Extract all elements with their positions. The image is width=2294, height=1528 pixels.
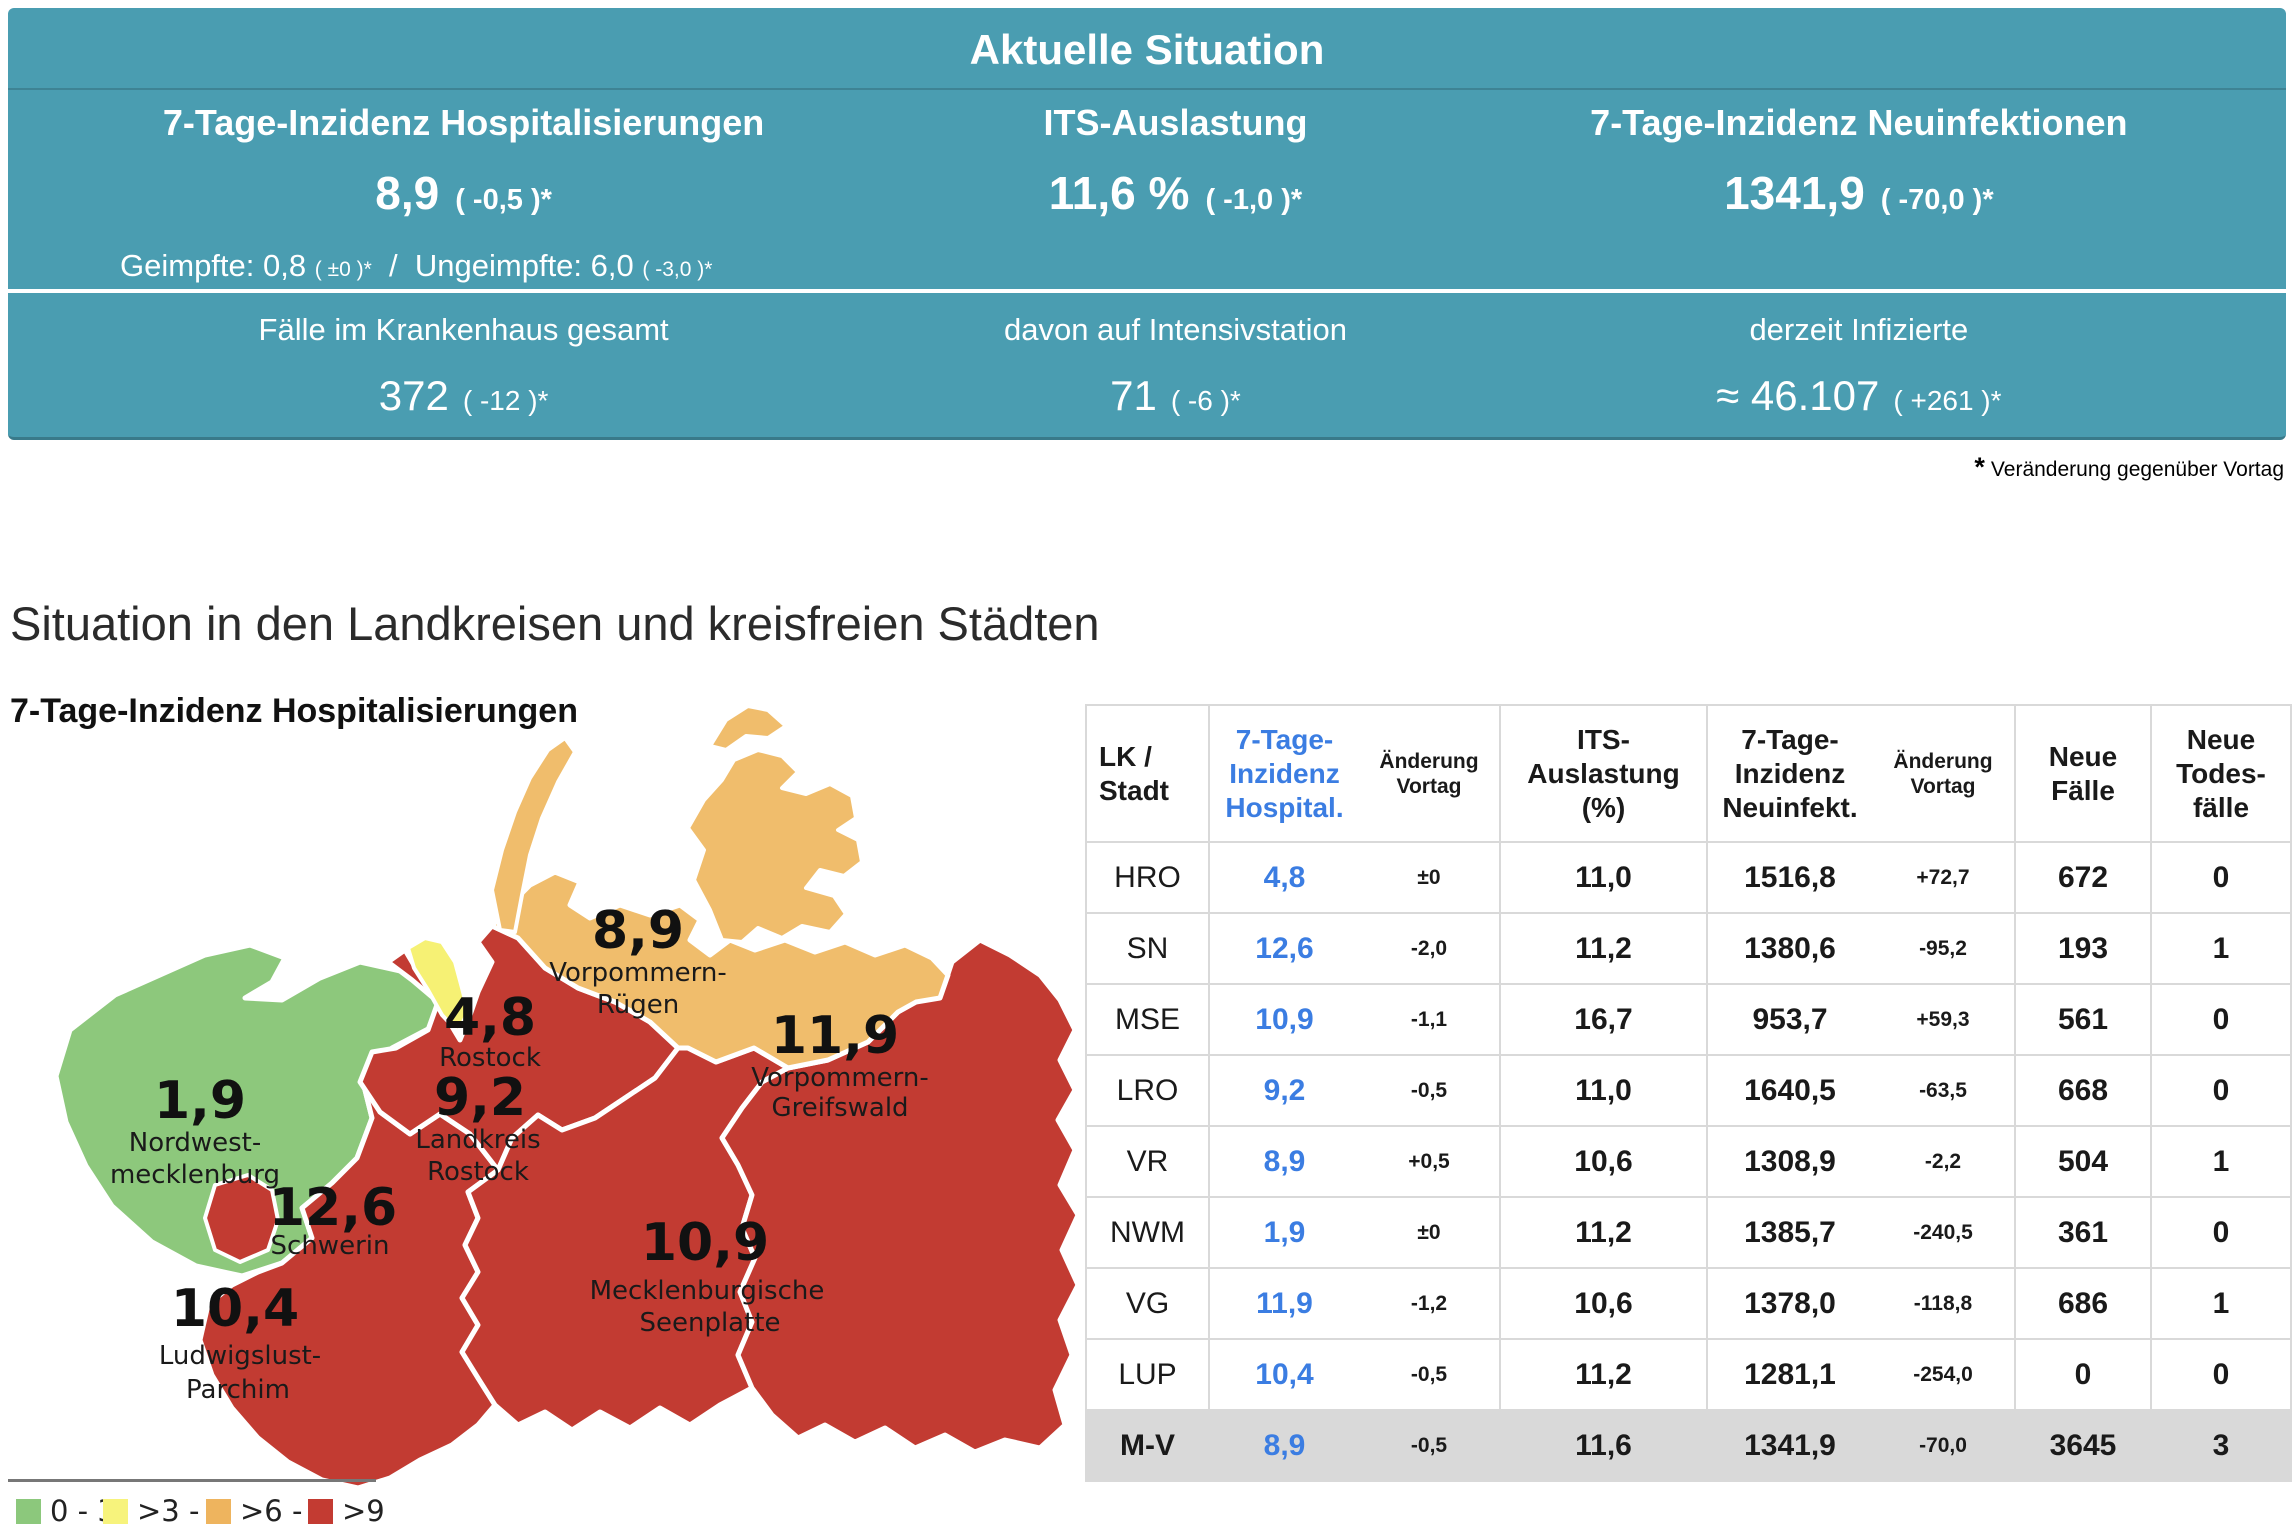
metric-change: ( -12 )* (462, 385, 549, 416)
map-island-ruegen (686, 748, 864, 944)
table-row: LRO 9,2 -0,5 11,0 1640,5 -63,5 668 0 (1086, 1055, 2291, 1126)
label-currently-infected: derzeit Infizierte (1749, 312, 1969, 347)
svg-text:Parchim: Parchim (186, 1375, 290, 1405)
svg-text:mecklenburg: mecklenburg (110, 1160, 280, 1190)
col-header-infection-incidence: 7-Tage- Inzidenz Neuinfekt. (1722, 723, 1858, 823)
table-row: SN 12,6 -2,0 11,2 1380,6 -95,2 193 1 (1086, 913, 2291, 984)
col-header-hospital-change: Änderung Vortag (1359, 705, 1501, 842)
metric-change: ( -1,0 )* (1205, 184, 1303, 216)
table-header-row: LK / Stadt 7-Tage- Inzidenz Hospital. Änder… (1086, 705, 2291, 842)
banner-secondary-values: 372( -12 )* 71( -6 )* ≈ 46.107( +261 )* (8, 372, 2286, 420)
legend-item-gt9: >9 (308, 1494, 385, 1528)
col-header-icu-load: ITS- Auslastung (%) (1500, 705, 1708, 842)
metric-value-icu: 11,6 %( -1,0 )* (1048, 167, 1303, 219)
map-label-nordwestmecklenburg: 1,9 Nordwest- mecklenburg (110, 1071, 280, 1190)
map-region-vorpommern-greifswald (719, 937, 1081, 1455)
banner-divider (8, 289, 2286, 293)
svg-text:Landkreis: Landkreis (415, 1125, 540, 1155)
table-row: LUP 10,4 -0,5 11,2 1281,1 -254,0 0 0 (1086, 1339, 2291, 1410)
table-row: VR 8,9 +0,5 10,6 1308,9 -2,2 504 1 (1086, 1126, 2291, 1197)
svg-text:9,2: 9,2 (434, 1068, 526, 1128)
svg-text:Greifswald: Greifswald (771, 1093, 908, 1123)
col-header-hospital-incidence: 7-Tage- Inzidenz Hospital. (1225, 723, 1344, 823)
mv-district-map: 1,9 Nordwest- mecklenburg 4,8 Rostock 8,… (53, 704, 1081, 1490)
svg-text:Rügen: Rügen (597, 990, 679, 1020)
svg-text:12,6: 12,6 (269, 1178, 397, 1238)
col-header-infection-change: Änderung Vortag (1872, 705, 2016, 842)
table-row: HRO 4,8 ±0 11,0 1516,8 +72,7 672 0 (1086, 842, 2291, 913)
svg-text:Nordwest-: Nordwest- (129, 1128, 261, 1158)
map-label-ludwigslust-parchim: 10,4 Ludwigslust- Parchim (159, 1279, 321, 1405)
svg-text:Vorpommern-: Vorpommern- (751, 1063, 929, 1093)
legend-swatch-yellow (103, 1498, 128, 1524)
map-label-landkreis-rostock: 9,2 Landkreis Rostock (415, 1068, 540, 1187)
footnote-asterisk: * (1974, 452, 1985, 482)
metric-change: ( -6 )* (1170, 385, 1241, 416)
section-title: Situation in den Landkreisen und kreisfr… (10, 597, 1100, 650)
table-row: NWM 1,9 ±0 11,2 1385,7 -240,5 361 0 (1086, 1197, 2291, 1268)
label-hospital-total: Fälle im Krankenhaus gesamt (258, 312, 669, 347)
map-label-vorpommern-ruegen: 8,9 Vorpommern- Rügen (549, 901, 727, 1020)
metric-change: ( -70,0 )* (1880, 184, 1994, 216)
current-situation-banner: Aktuelle Situation 7-Tage-Inzidenz Hospi… (8, 8, 2286, 440)
svg-text:4,8: 4,8 (444, 988, 536, 1048)
metric-change: ( -0,5 )* (455, 184, 552, 216)
metric-change: ( +261 )* (1893, 385, 2002, 416)
value-currently-infected: ≈ 46.107( +261 )* (1716, 372, 2002, 419)
svg-text:Schwerin: Schwerin (271, 1231, 390, 1261)
metric-header-new-infections: 7-Tage-Inzidenz Neuinfektionen (1590, 102, 2128, 143)
footnote: * Veränderung gegenüber Vortag (1974, 452, 2284, 482)
svg-text:Vorpommern-: Vorpommern- (549, 958, 727, 988)
svg-text:10,4: 10,4 (171, 1279, 299, 1339)
label-icu-cases: davon auf Intensivstation (1003, 312, 1347, 347)
map-label-mecklenburgische-seenplatte: 10,9 Mecklenburgische Seenplatte (590, 1213, 825, 1338)
svg-text:11,9: 11,9 (771, 1006, 899, 1066)
svg-text:Ludwigslust-: Ludwigslust- (159, 1341, 321, 1371)
value-icu-cases: 71( -6 )* (1110, 372, 1241, 419)
banner-secondary-labels: Fälle im Krankenhaus gesamt davon auf In… (8, 312, 2286, 348)
value-hospital-total: 372( -12 )* (378, 372, 549, 419)
vaccinated-unvaccinated-line: Geimpfte: 0,8 ( ±0 )* / Ungeimpfte: 6,0 … (120, 248, 713, 283)
col-header-lk-stadt: LK / Stadt (1086, 705, 1210, 842)
banner-metric-headers: 7-Tage-Inzidenz Hospitalisierungen ITS-A… (8, 102, 2286, 144)
map-label-rostock-city: 4,8 Rostock (439, 988, 541, 1073)
col-header-new-deaths: Neue Todes-fälle (2176, 723, 2266, 823)
map-peninsula-zingst (708, 704, 788, 752)
metric-value-hospitalization: 8,9( -0,5 )* (375, 167, 552, 219)
map-region-vorpommern-ruegen (489, 869, 951, 1071)
svg-text:10,9: 10,9 (641, 1213, 769, 1273)
metric-header-hospitalization: 7-Tage-Inzidenz Hospitalisierungen (162, 102, 765, 143)
legend-swatch-green (16, 1498, 41, 1524)
svg-text:8,9: 8,9 (592, 901, 684, 961)
map-title: 7-Tage-Inzidenz Hospitalisierungen (10, 692, 578, 730)
legend-swatch-red (308, 1498, 333, 1524)
table-row: MSE 10,9 -1,1 16,7 953,7 +59,3 561 0 (1086, 984, 2291, 1055)
banner-title: Aktuelle Situation (8, 8, 2286, 90)
district-table: LK / Stadt 7-Tage- Inzidenz Hospital. Änder… (1085, 704, 2292, 1482)
legend-item-0-3: 0 - 3 (16, 1494, 116, 1528)
svg-text:1,9: 1,9 (154, 1071, 246, 1131)
map-region-schwerin (203, 1173, 280, 1264)
table-row: VG 11,9 -1,2 10,6 1378,0 -118,8 686 1 (1086, 1268, 2291, 1339)
svg-text:Rostock: Rostock (439, 1043, 541, 1073)
svg-text:Rostock: Rostock (427, 1157, 529, 1187)
banner-metric-values: 8,9( -0,5 )* 11,6 %( -1,0 )* 1341,9( -70… (8, 166, 2286, 220)
svg-text:Mecklenburgische: Mecklenburgische (590, 1276, 825, 1306)
metric-header-icu: ITS-Auslastung (1043, 102, 1308, 143)
map-label-schwerin: 12,6 Schwerin (269, 1178, 397, 1261)
table-total-row: M-V 8,9 -0,5 11,6 1341,9 -70,0 3645 3 (1086, 1410, 2291, 1481)
metric-value-new-infections: 1341,9( -70,0 )* (1724, 167, 1994, 219)
map-label-vorpommern-greifswald: 11,9 Vorpommern- Greifswald (751, 1006, 929, 1123)
map-region-rostock-city (406, 936, 470, 1034)
col-header-new-cases: Neue Fälle (2015, 705, 2152, 842)
map-peninsula-darss (490, 736, 577, 934)
svg-text:Seenplatte: Seenplatte (639, 1308, 780, 1338)
legend-swatch-orange (206, 1498, 231, 1524)
